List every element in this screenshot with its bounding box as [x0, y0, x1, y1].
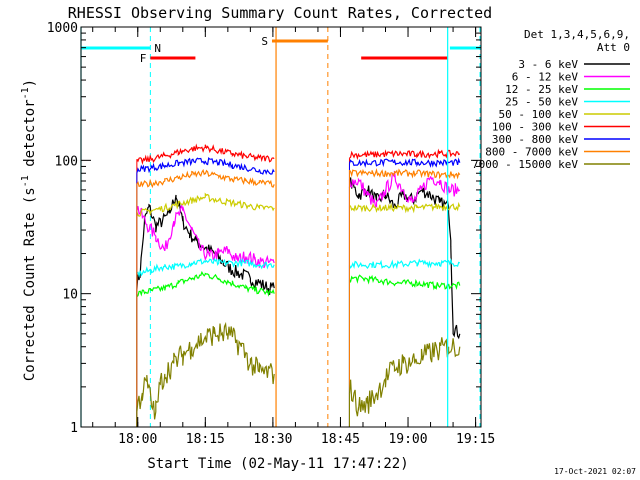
y-axis-label-exp2: -1 — [20, 87, 31, 99]
legend-header: Det 1,3,4,5,6,9, — [524, 28, 630, 41]
state-bar-label-n: N — [154, 42, 161, 55]
x-axis-label: Start Time (02-May-11 17:47:22) — [147, 456, 408, 472]
plot-frame — [80, 26, 482, 428]
state-lines — [80, 27, 449, 427]
legend-label-3-6-kev: 3 - 6 keV — [518, 58, 578, 71]
legend-label-300-800-kev: 300 - 800 keV — [492, 133, 578, 146]
state-bar-label-f: F — [140, 52, 147, 65]
series-100-300-kev-line — [136, 143, 275, 165]
date-stamp: 17-Oct-2021 02:07 — [554, 467, 636, 476]
series-7000-15000-kev-line — [136, 321, 275, 420]
series-300-800-kev-line — [348, 157, 461, 168]
legend-label-100-300-kev: 100 - 300 keV — [492, 121, 578, 134]
x-tick-label: 19:15 — [456, 432, 495, 447]
legend-label-25-50-kev: 25 - 50 keV — [505, 96, 578, 109]
y-axis-ticks: 1 10 100 1000 — [47, 21, 481, 436]
x-axis-ticks: 18:00 18:15 18:30 18:45 19:00 19:15 — [92, 27, 495, 447]
series-50-100-kev-line — [136, 192, 275, 217]
x-tick-label: 18:30 — [253, 432, 292, 447]
series-800-7000-kev-line — [136, 168, 275, 189]
series-6-12-kev-line — [348, 170, 461, 208]
series-3-6-kev-line — [136, 194, 275, 295]
y-tick-label: 10 — [62, 288, 78, 303]
x-tick-label: 18:00 — [118, 432, 157, 447]
y-axis-label-mid: detector — [22, 99, 38, 175]
series-100-300-kev-line — [349, 148, 461, 161]
series-25-50-kev-line — [348, 258, 461, 270]
y-tick-label: 1000 — [47, 21, 78, 36]
chart-title: RHESSI Observing Summary Count Rates, Co… — [68, 4, 492, 22]
x-tick-label: 18:45 — [321, 432, 360, 447]
series-300-800-kev-line — [136, 157, 275, 175]
legend-att: Att 0 — [597, 41, 630, 54]
y-tick-label: 1 — [70, 421, 78, 436]
legend-label-800-7000-kev: 800 - 7000 keV — [485, 146, 578, 159]
y-axis-label-start: Corrected Count Rate (s — [22, 187, 38, 381]
x-tick-label: 18:15 — [186, 432, 225, 447]
series-group — [136, 143, 461, 427]
series-12-25-kev-line — [348, 274, 461, 291]
attenuator-bars: NF S — [81, 27, 481, 427]
state-bar-label-s: S — [261, 35, 268, 48]
legend-label-50-100-kev: 50 - 100 keV — [499, 108, 579, 121]
series-12-25-kev-line — [136, 270, 275, 298]
series-3-6-kev-line — [348, 177, 461, 340]
series-25-50-kev-line — [136, 257, 275, 279]
legend-label-6-12-kev: 6 - 12 keV — [512, 71, 579, 84]
series-7000-15000-kev-line — [348, 337, 461, 417]
y-axis-label-end: ) — [22, 79, 38, 87]
y-tick-label: 100 — [55, 154, 78, 169]
legend-label-12-25-kev: 12 - 25 keV — [505, 83, 578, 96]
series-800-7000-kev-line — [348, 168, 461, 180]
series-50-100-kev-line — [349, 201, 461, 214]
series-6-12-kev-line — [136, 203, 275, 269]
y-axis-label-exp1: -1 — [20, 175, 31, 187]
x-tick-label: 19:00 — [388, 432, 427, 447]
legend-label-7000-15000-kev: 7000 - 15000 keV — [472, 158, 578, 171]
y-axis-label: Corrected Count Rate (s-1 detector-1) — [20, 79, 38, 381]
